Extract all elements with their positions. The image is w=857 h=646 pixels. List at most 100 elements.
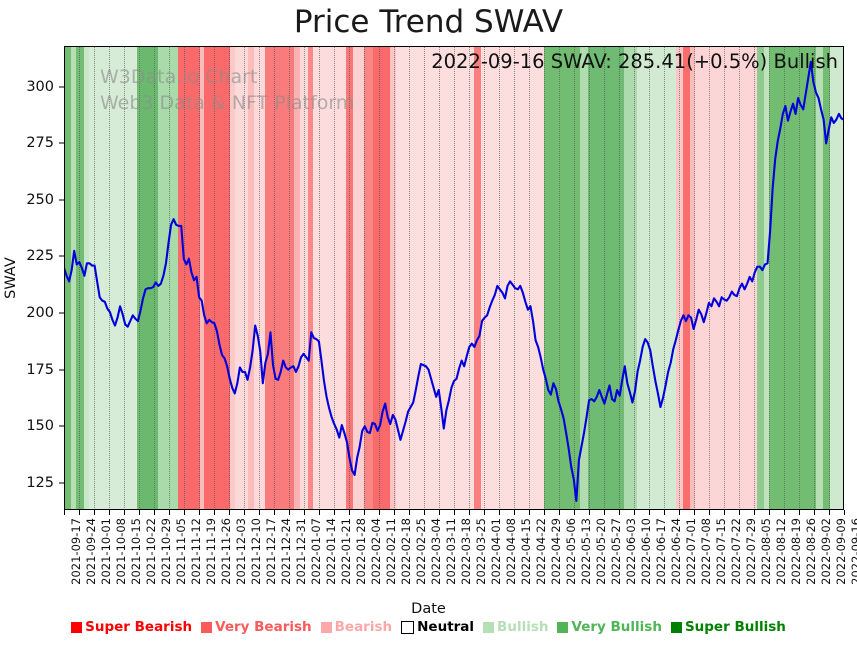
legend-entry[interactable]: Very Bearish bbox=[201, 619, 312, 635]
legend-swatch bbox=[483, 621, 495, 633]
x-axis-tick-label: 2022-08-26 bbox=[803, 518, 818, 585]
sentiment-band bbox=[204, 46, 231, 510]
sentiment-band bbox=[829, 46, 844, 510]
y-axis-tick-mark bbox=[59, 142, 64, 144]
x-axis-tick-label: 2021-12-24 bbox=[278, 518, 293, 585]
x-axis-tick-mark bbox=[514, 510, 515, 515]
x-axis-tick-label: 2022-02-18 bbox=[398, 518, 413, 585]
x-axis-tick-mark bbox=[484, 510, 485, 515]
x-axis-tick-mark bbox=[184, 510, 185, 515]
x-axis-tick-label: 2021-12-31 bbox=[293, 518, 308, 585]
y-axis-tick-label: 175 bbox=[26, 361, 54, 378]
x-axis-tick-label: 2022-03-11 bbox=[443, 518, 458, 585]
y-axis-tick-mark bbox=[59, 255, 64, 257]
x-axis-tick-mark bbox=[259, 510, 260, 515]
x-axis-tick-mark bbox=[589, 510, 590, 515]
sentiment-band bbox=[76, 46, 85, 510]
legend-entry[interactable]: Very Bullish bbox=[557, 619, 662, 635]
x-axis-tick-mark bbox=[364, 510, 365, 515]
x-axis-tick-mark bbox=[649, 510, 650, 515]
y-axis-tick-label: 300 bbox=[26, 78, 54, 95]
x-axis-tick-mark bbox=[619, 510, 620, 515]
page-title: Price Trend SWAV bbox=[293, 4, 564, 40]
x-axis-tick-mark bbox=[304, 510, 305, 515]
x-axis-tick-mark bbox=[349, 510, 350, 515]
x-axis-tick-mark bbox=[454, 510, 455, 515]
sentiment-band bbox=[177, 46, 200, 510]
x-axis-tick-label: 2022-09-09 bbox=[833, 518, 848, 585]
x-axis-tick-mark bbox=[199, 510, 200, 515]
x-axis-tick-mark bbox=[169, 510, 170, 515]
y-axis-tick-label: 250 bbox=[26, 191, 54, 208]
x-axis-tick-label: 2022-03-18 bbox=[458, 518, 473, 585]
legend-entry[interactable]: Bullish bbox=[483, 619, 548, 635]
legend-entry[interactable]: Neutral bbox=[401, 619, 474, 635]
x-axis-tick-mark bbox=[424, 510, 425, 515]
legend-label: Bullish bbox=[497, 619, 549, 635]
x-axis-tick-label: 2021-10-15 bbox=[128, 518, 143, 585]
x-axis-tick-mark bbox=[844, 510, 845, 515]
y-axis-tick-label: 200 bbox=[26, 305, 54, 322]
legend-label: Super Bullish bbox=[684, 619, 786, 635]
sentiment-band bbox=[682, 46, 691, 510]
latest-value-annotation: 2022-09-16 SWAV: 285.41(+0.5%) Bullish bbox=[431, 50, 838, 73]
x-axis-tick-mark bbox=[664, 510, 665, 515]
sentiment-band bbox=[588, 46, 625, 510]
sentiment-band bbox=[636, 46, 676, 510]
x-axis-tick-mark bbox=[319, 510, 320, 515]
x-axis-tick-mark bbox=[79, 510, 80, 515]
x-axis-tick-mark bbox=[109, 510, 110, 515]
x-axis-tick-label: 2022-02-25 bbox=[413, 518, 428, 585]
x-axis-tick-mark bbox=[94, 510, 95, 515]
x-axis-tick-mark bbox=[229, 510, 230, 515]
x-axis-tick-mark bbox=[499, 510, 500, 515]
x-axis-tick-mark bbox=[679, 510, 680, 515]
x-axis-tick-mark bbox=[544, 510, 545, 515]
sentiment-band bbox=[763, 46, 770, 510]
y-axis-tick-mark bbox=[59, 312, 64, 314]
y-axis: 125 150 175 200 225 250 275 300 bbox=[0, 46, 64, 510]
x-axis-tick-mark bbox=[64, 510, 65, 515]
x-axis-tick-mark bbox=[139, 510, 140, 515]
x-axis-tick-mark bbox=[409, 510, 410, 515]
x-axis-tick-label: 2021-12-17 bbox=[263, 518, 278, 585]
legend-swatch bbox=[401, 620, 415, 634]
x-axis-tick-label: 2022-08-19 bbox=[788, 518, 803, 585]
legend-swatch bbox=[71, 621, 83, 633]
x-axis-tick-mark bbox=[784, 510, 785, 515]
x-axis-tick-mark bbox=[574, 510, 575, 515]
legend-label: Bearish bbox=[334, 619, 393, 635]
x-axis-tick-label: 2022-07-15 bbox=[713, 518, 728, 585]
x-axis-tick-mark bbox=[214, 510, 215, 515]
x-axis-tick-mark bbox=[694, 510, 695, 515]
x-axis-tick-mark bbox=[529, 510, 530, 515]
legend-entry[interactable]: Super Bullish bbox=[670, 619, 786, 635]
x-axis-tick-mark bbox=[754, 510, 755, 515]
x-axis-tick-mark bbox=[724, 510, 725, 515]
sentiment-band bbox=[695, 46, 757, 510]
x-axis-tick-label: 2022-07-22 bbox=[728, 518, 743, 585]
sentiment-band bbox=[372, 46, 391, 510]
x-axis-tick-label: 2022-04-01 bbox=[488, 518, 503, 585]
x-axis-tick-label: 2021-11-19 bbox=[203, 518, 218, 585]
sentiment-band bbox=[580, 46, 589, 510]
x-axis-tick-mark bbox=[394, 510, 395, 515]
x-axis-tick-label: 2022-07-08 bbox=[698, 518, 713, 585]
sentiment-band bbox=[157, 46, 178, 510]
x-axis-tick-label: 2022-08-12 bbox=[773, 518, 788, 585]
x-axis-tick-label: 2021-10-22 bbox=[143, 518, 158, 585]
x-axis-tick-label: 2021-11-26 bbox=[218, 518, 233, 585]
x-axis-tick-label: 2022-06-17 bbox=[653, 518, 668, 585]
x-axis-tick-label: 2021-10-01 bbox=[98, 518, 113, 585]
y-axis-tick-label: 150 bbox=[26, 418, 54, 435]
x-axis: 2021-09-17 2021-09-24 2021-10-01 2021-10-08… bbox=[64, 510, 857, 605]
legend-swatch bbox=[670, 621, 682, 633]
x-axis-tick-mark bbox=[604, 510, 605, 515]
plot-area: W3Data.io Chart Web3 Data & NFT Platform… bbox=[64, 46, 844, 510]
legend-entry[interactable]: Super Bearish bbox=[71, 619, 192, 635]
sentiment-band bbox=[363, 46, 373, 510]
x-axis-tick-label: 2022-05-27 bbox=[608, 518, 623, 585]
legend-entry[interactable]: Bearish bbox=[320, 619, 393, 635]
x-axis-tick-label: 2022-01-07 bbox=[308, 518, 323, 585]
